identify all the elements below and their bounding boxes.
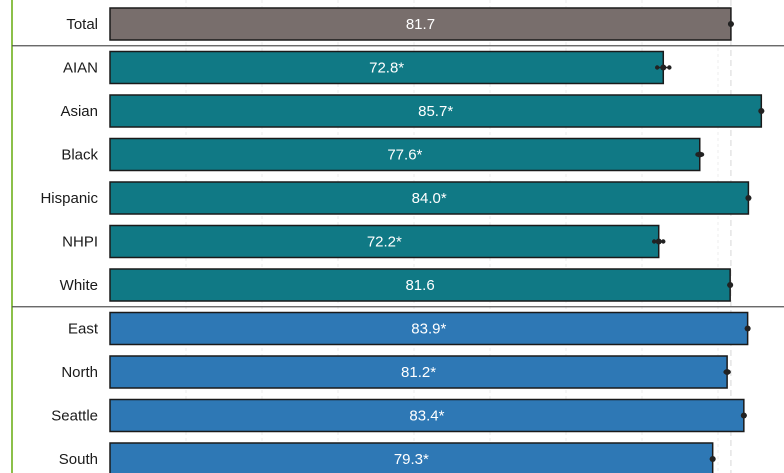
bar-nhpi	[109, 224, 660, 259]
value-label-nhpi: 72.2*	[367, 234, 402, 251]
bar-north	[109, 355, 728, 389]
category-labels: Total AIAN Asian Black Hispanic NHPI White East…	[40, 16, 98, 468]
category-label-white: White	[60, 277, 98, 294]
category-label-hispanic: Hispanic	[40, 190, 98, 207]
estimate-point-total	[727, 21, 734, 27]
value-label-north: 81.2*	[401, 364, 436, 381]
value-label-white: 81.6	[405, 277, 434, 294]
bar-aian	[109, 50, 665, 85]
bar-east	[109, 311, 749, 346]
estimate-point-black	[696, 151, 703, 158]
group-separators	[12, 45, 784, 308]
category-label-asian: Asian	[60, 103, 98, 120]
category-label-nhpi: NHPI	[62, 234, 98, 251]
category-label-east: East	[68, 321, 99, 338]
estimate-point-asian	[758, 108, 765, 114]
estimate-point-white	[727, 282, 734, 288]
bar-asian	[109, 94, 763, 128]
estimate-point-seattle	[740, 412, 747, 419]
bar-seattle	[109, 398, 745, 433]
category-label-seattle: Seattle	[51, 408, 98, 425]
error-cap-low	[655, 65, 660, 70]
estimate-point-north	[724, 369, 731, 375]
bar-white	[109, 268, 731, 302]
bar-south	[109, 442, 714, 473]
estimate-point-east	[744, 325, 751, 332]
estimate-point-nhpi	[655, 238, 662, 245]
estimate-point-aian	[660, 64, 667, 71]
category-label-south: South	[59, 451, 98, 468]
category-label-total: Total	[66, 16, 98, 33]
estimate-point-hispanic	[745, 195, 752, 201]
value-label-hispanic: 84.0*	[412, 190, 447, 207]
bar-black	[109, 137, 701, 172]
value-label-black: 77.6*	[387, 147, 422, 164]
category-label-aian: AIAN	[63, 60, 98, 77]
error-cap-high	[661, 239, 666, 244]
bar-total	[109, 7, 732, 41]
error-cap-low	[651, 239, 657, 244]
bars: 81.7 72.8* 85.7* 77.6* 84.0* 72.2* 81.6 83.9* 81…	[109, 7, 765, 473]
value-label-seattle: 83.4*	[409, 408, 444, 425]
estimate-point-south	[709, 456, 716, 462]
value-label-total: 81.7	[406, 16, 435, 33]
error-cap-high	[667, 65, 672, 70]
category-label-north: North	[61, 364, 98, 381]
value-label-aian: 72.8*	[369, 60, 404, 77]
category-label-black: Black	[61, 147, 98, 164]
value-label-south: 79.3*	[394, 451, 429, 468]
value-label-asian: 85.7*	[418, 103, 453, 120]
value-label-east: 83.9*	[411, 321, 446, 338]
bar-hispanic	[109, 181, 750, 215]
